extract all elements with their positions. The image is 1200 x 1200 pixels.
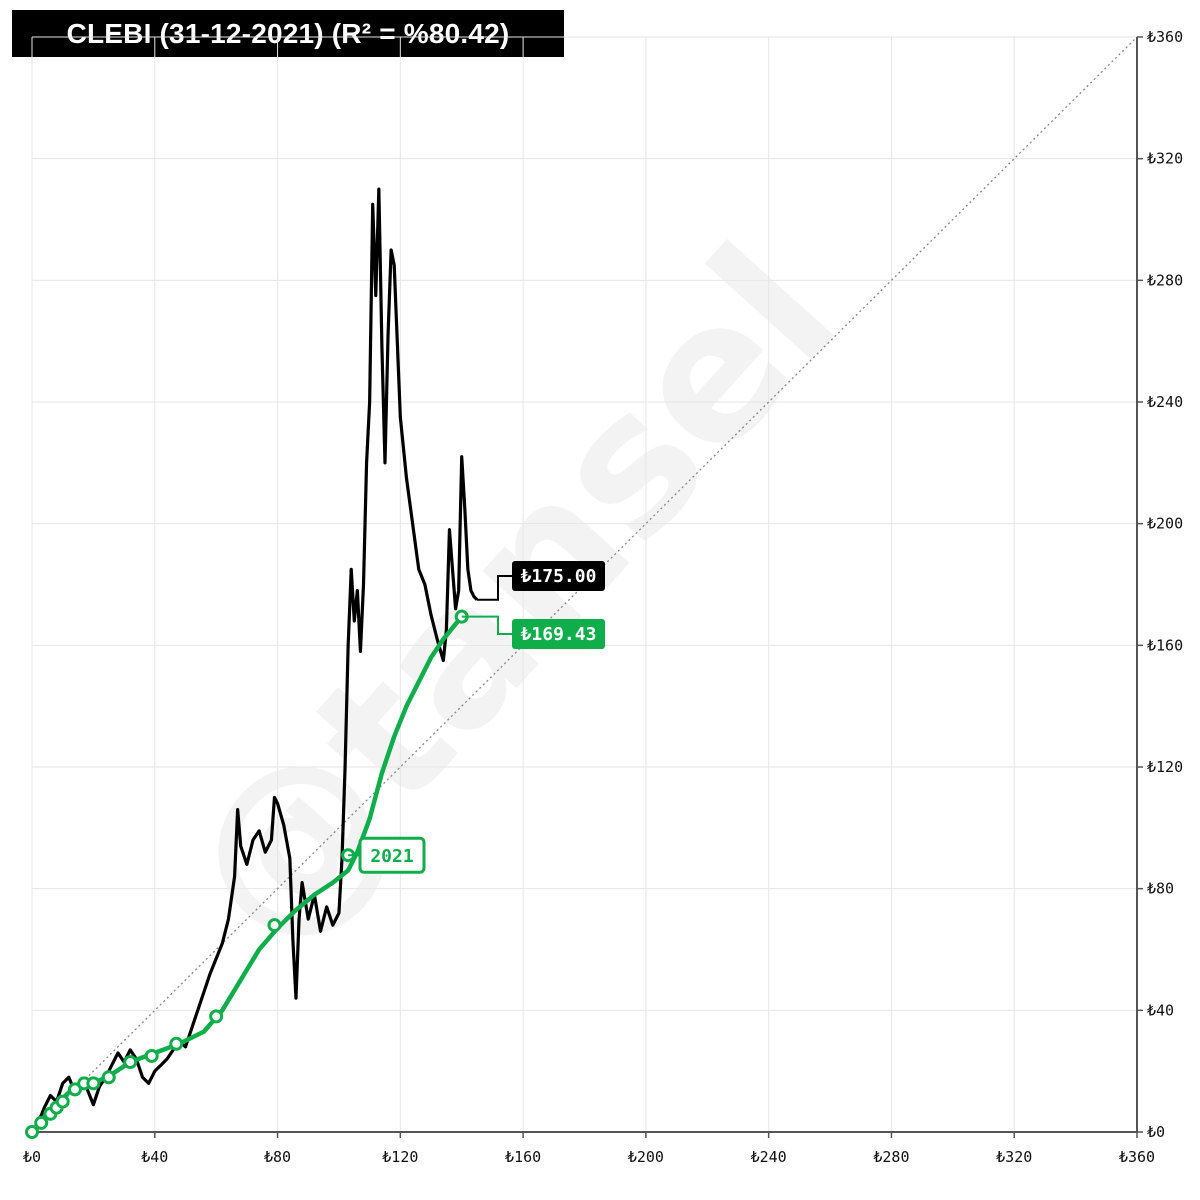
fit-marker (34, 1115, 49, 1130)
y-tick-labels: ₺0 ₺40 ₺80 ₺120 ₺160 ₺200 ₺240 ₺280 ₺320 ₺360 (1137, 28, 1183, 1141)
last-price-label-text: ₺175.00 (521, 566, 597, 587)
fit-value-label: ₺169.43 (461, 615, 605, 649)
x-tick-label: ₺320 (996, 1148, 1032, 1166)
x-tick-label: ₺280 (873, 1148, 909, 1166)
x-tick-label: ₺0 (23, 1148, 41, 1166)
y-tick-label: ₺360 (1147, 28, 1183, 46)
year-label-box (358, 836, 426, 874)
y-tick-label: ₺40 (1147, 1001, 1174, 1019)
y-tick-label: ₺200 (1147, 515, 1183, 533)
x-tick-label: ₺240 (751, 1148, 787, 1166)
x-tick-label: ₺160 (505, 1148, 541, 1166)
x-tick-label: ₺200 (628, 1148, 664, 1166)
last-price-label: ₺175.00 (477, 561, 605, 601)
annotations: ₺175.00 ₺169.43 2021 (348, 561, 605, 874)
last-price-label-leader (477, 575, 512, 601)
y-tick-label: ₺320 (1147, 150, 1183, 168)
x-tick-label: ₺80 (264, 1148, 291, 1166)
y-tick-label: ₺160 (1147, 636, 1183, 654)
fit-marker (67, 1082, 82, 1097)
x-tick-label: ₺120 (382, 1148, 418, 1166)
fit-marker (55, 1094, 70, 1109)
fit-marker (25, 1125, 39, 1139)
y-tick-label: ₺120 (1147, 758, 1183, 776)
reference-line (31, 36, 1138, 1133)
fit-marker (86, 1076, 101, 1091)
fit-marker (101, 1070, 116, 1085)
y-tick-label: ₺80 (1147, 880, 1174, 898)
chart-title: CLEBI (31-12-2021) (R² = %80.42) (12, 10, 564, 57)
x-tick-label: ₺40 (141, 1148, 168, 1166)
fit-value-label-leader (461, 615, 512, 635)
fit-marker (144, 1048, 159, 1063)
fit-marker (169, 1036, 184, 1051)
diagonal-reference-line (31, 36, 1138, 1133)
fit-marker (209, 1009, 224, 1024)
fit-marker (123, 1055, 138, 1070)
last-price-label-box (512, 561, 605, 591)
year-label-text: 2021 (370, 846, 413, 867)
year-label: 2021 (348, 836, 426, 874)
y-tick-label: ₺240 (1147, 393, 1183, 411)
x-tick-label: ₺360 (1119, 1148, 1155, 1166)
y-tick-label: ₺0 (1147, 1123, 1165, 1141)
fit-value-label-box (512, 619, 605, 649)
series (25, 187, 479, 1139)
y-tick-label: ₺280 (1147, 271, 1183, 289)
fit-marker (267, 918, 282, 933)
x-tick-labels: ₺0 ₺40 ₺80 ₺120 ₺160 ₺200 ₺240 ₺280 ₺320 ₺360 (23, 1132, 1155, 1166)
fit-value-label-text: ₺169.43 (521, 624, 597, 645)
